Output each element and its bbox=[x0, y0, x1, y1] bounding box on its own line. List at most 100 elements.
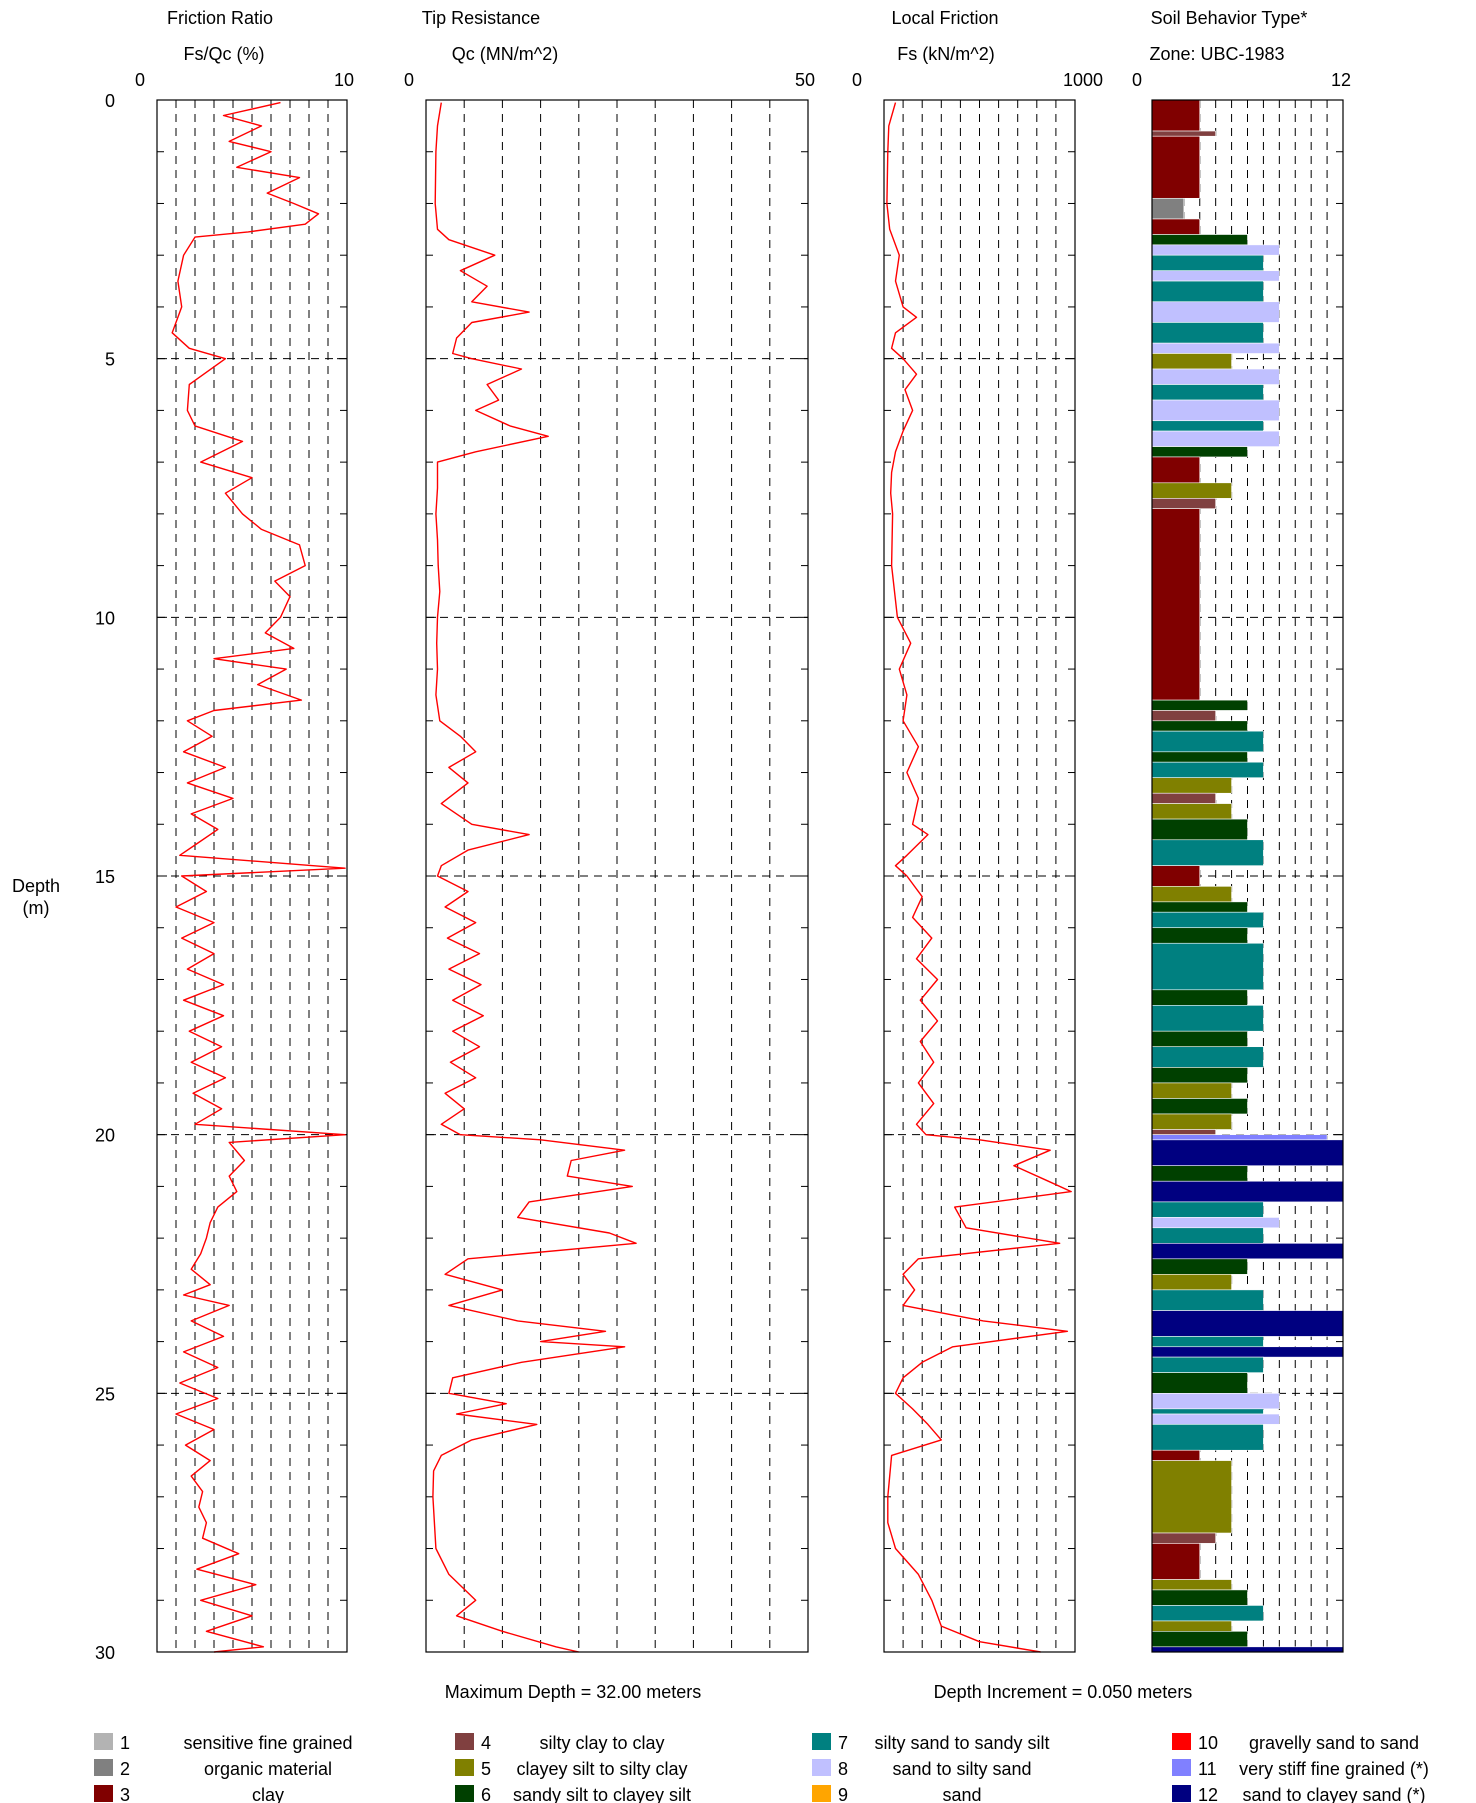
soil-zone-bar bbox=[1151, 244, 1280, 256]
soil-zone-bar bbox=[1151, 456, 1201, 484]
soil-zone-bar bbox=[1151, 1046, 1264, 1068]
panel-xlabel: Qc (MN/m^2) bbox=[452, 44, 558, 64]
soil-zone-bar bbox=[1151, 135, 1201, 199]
depth-tick-label: 0 bbox=[105, 91, 115, 111]
depth-tick-label: 15 bbox=[95, 867, 115, 887]
legend-swatch bbox=[94, 1759, 113, 1776]
soil-zone-bar bbox=[1151, 1336, 1264, 1348]
legend-item: 1 sensitive fine grained bbox=[94, 1733, 353, 1753]
soil-zone-bar bbox=[1151, 1460, 1232, 1534]
legend-item: 12 sand to clayey sand (*) bbox=[1172, 1785, 1426, 1803]
panels: Friction Ratio Fs/Qc (%) 0 10 Tip Resistance… bbox=[135, 8, 1351, 1653]
legend-label: sand to clayey sand (*) bbox=[1242, 1785, 1425, 1803]
legend-swatch bbox=[1172, 1785, 1191, 1802]
legend-item: 8 sand to silty sand bbox=[812, 1759, 1032, 1779]
legend-item: 6 sandy silt to clayey silt bbox=[455, 1785, 691, 1803]
soil-zone-bar bbox=[1151, 254, 1264, 272]
soil-zone-bar bbox=[1151, 1605, 1264, 1622]
depth-tick-label: 30 bbox=[95, 1643, 115, 1663]
soil-zone-bar bbox=[1151, 1274, 1232, 1291]
legend-item: 5 clayey silt to silty clay bbox=[455, 1759, 688, 1779]
soil-zone-bar bbox=[1151, 1408, 1264, 1415]
soil-zone-bar bbox=[1151, 342, 1280, 354]
soil-zone-bar bbox=[1151, 130, 1216, 137]
legend-swatch bbox=[812, 1785, 831, 1802]
soil-zone-bar bbox=[1151, 803, 1232, 820]
soil-zone-bar bbox=[1151, 322, 1264, 344]
soil-zone-bar bbox=[1151, 1532, 1216, 1544]
x-tick-label: 0 bbox=[852, 70, 862, 90]
soil-zone-bar bbox=[1151, 865, 1201, 887]
soil-zone-bar bbox=[1151, 1243, 1344, 1260]
panel-frame bbox=[425, 99, 809, 1653]
panel-local-friction: Local Friction Fs (kN/m^2) 0 1000 bbox=[852, 8, 1103, 1653]
depth-axis-label: Depth bbox=[12, 876, 60, 896]
legend-number: 4 bbox=[481, 1733, 491, 1753]
local-friction-profile-line bbox=[886, 102, 1072, 1653]
panel-frame bbox=[156, 99, 348, 1653]
soil-zone-bar bbox=[1151, 1139, 1344, 1167]
soil-zone-bar bbox=[1151, 353, 1232, 370]
soil-zone-bar bbox=[1151, 1543, 1201, 1580]
panel-friction-ratio: Friction Ratio Fs/Qc (%) 0 10 bbox=[135, 8, 354, 1653]
x-tick-label: 0 bbox=[404, 70, 414, 90]
soil-zone-bar bbox=[1151, 720, 1248, 732]
soil-zone-bar bbox=[1151, 446, 1248, 458]
soil-zone-bar bbox=[1151, 234, 1248, 246]
depth-axis-unit: (m) bbox=[23, 898, 50, 918]
soil-zone-bar bbox=[1151, 777, 1232, 794]
soil-zone-bar bbox=[1151, 482, 1232, 499]
depth-tick-label: 20 bbox=[95, 1126, 115, 1146]
legend-number: 10 bbox=[1198, 1733, 1218, 1753]
soil-zone-bar bbox=[1151, 1258, 1248, 1275]
soil-zone-bar bbox=[1151, 1356, 1264, 1373]
soil-zone-bar bbox=[1151, 1217, 1280, 1229]
soil-zone-bar bbox=[1151, 301, 1280, 323]
soil-zone-bar bbox=[1151, 1589, 1248, 1606]
panel-xlabel: Zone: UBC-1983 bbox=[1149, 44, 1284, 64]
panel-title: Tip Resistance bbox=[422, 8, 540, 28]
soil-zone-bar bbox=[1151, 927, 1248, 944]
soil-zone-bar bbox=[1151, 886, 1232, 903]
panel-soil-behavior-type: Soil Behavior Type* Zone: UBC-1983 0 12 bbox=[1132, 8, 1351, 1653]
legend-label: sand to silty sand bbox=[892, 1759, 1031, 1779]
soil-zone-bar bbox=[1151, 1129, 1216, 1135]
legend-swatch bbox=[1172, 1733, 1191, 1750]
x-tick-label: 12 bbox=[1331, 70, 1351, 90]
legend-label: clay bbox=[252, 1785, 284, 1803]
soil-zone-bar bbox=[1151, 818, 1248, 841]
soil-zone-bar bbox=[1151, 280, 1264, 303]
soil-zone-bar bbox=[1151, 1620, 1232, 1632]
soil-zone-bar bbox=[1151, 761, 1264, 779]
friction-ratio-profile-line bbox=[171, 101, 346, 1653]
legend-label: silty sand to sandy silt bbox=[874, 1733, 1049, 1753]
legend-swatch bbox=[455, 1759, 474, 1776]
legend: 1 sensitive fine grained 2 organic material… bbox=[94, 1733, 1429, 1803]
legend-item: 3 clay bbox=[94, 1785, 284, 1803]
legend-number: 9 bbox=[838, 1785, 848, 1803]
x-tick-label: 0 bbox=[135, 70, 145, 90]
soil-zone-bar bbox=[1151, 430, 1280, 447]
legend-number: 5 bbox=[481, 1759, 491, 1779]
soil-zone-bar bbox=[1151, 368, 1280, 385]
depth-tick-label: 5 bbox=[105, 350, 115, 370]
legend-number: 7 bbox=[838, 1733, 848, 1753]
soil-zone-bar bbox=[1151, 399, 1280, 422]
panel-frame bbox=[1151, 99, 1344, 1653]
panel-xlabel: Fs/Qc (%) bbox=[184, 44, 265, 64]
legend-label: clayey silt to silty clay bbox=[516, 1759, 687, 1779]
legend-swatch bbox=[94, 1733, 113, 1750]
depth-tick-label: 10 bbox=[95, 608, 115, 628]
soil-zone-bar bbox=[1151, 218, 1201, 235]
depth-axis: Depth (m) 0 5 10 15 20 25 30 bbox=[12, 91, 115, 1663]
panel-xlabel: Fs (kN/m^2) bbox=[897, 44, 994, 64]
soil-zone-bar bbox=[1151, 710, 1216, 722]
legend-item: 11 very stiff fine grained (*) bbox=[1172, 1759, 1429, 1779]
soil-zone-bar bbox=[1151, 1134, 1328, 1141]
legend-number: 11 bbox=[1198, 1759, 1217, 1779]
soil-zone-bar bbox=[1151, 99, 1201, 132]
soil-zone-bar bbox=[1151, 942, 1264, 991]
soil-zone-bar bbox=[1151, 1201, 1264, 1218]
legend-item: 7 silty sand to sandy silt bbox=[812, 1733, 1050, 1753]
legend-item: 4 silty clay to clay bbox=[455, 1733, 665, 1753]
